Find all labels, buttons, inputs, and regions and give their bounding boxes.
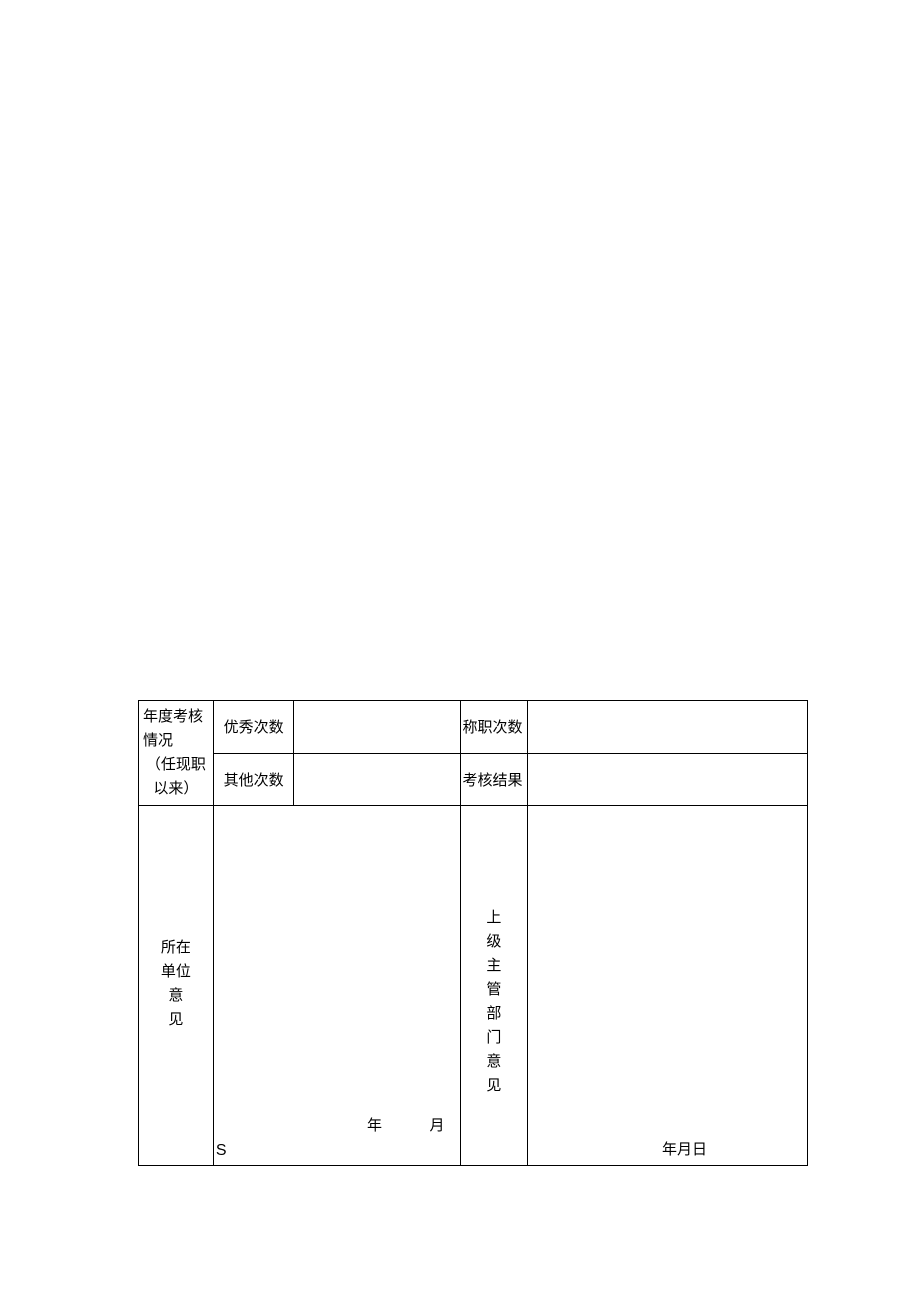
superior-char-4: 管 bbox=[461, 978, 528, 1002]
unit-opinion-content: 年 月 S bbox=[213, 806, 460, 1166]
review-result-value bbox=[528, 753, 808, 806]
header-line2: （任现职以来） bbox=[143, 753, 209, 801]
annual-review-header: 年度考核情况 （任现职以来） bbox=[139, 701, 214, 806]
competent-count-label: 称职次数 bbox=[460, 701, 528, 754]
other-count-value bbox=[294, 753, 460, 806]
competent-count-value bbox=[528, 701, 808, 754]
header-line1: 年度考核情况 bbox=[143, 705, 209, 753]
superior-char-8: 见 bbox=[461, 1074, 528, 1098]
superior-char-1: 上 bbox=[461, 906, 528, 930]
unit-date-line: 年 月 bbox=[367, 1114, 445, 1135]
superior-char-5: 部 bbox=[461, 1002, 528, 1026]
form-table: 年度考核情况 （任现职以来） 优秀次数 称职次数 其他次数 考核结果 所在 单位… bbox=[138, 700, 808, 1166]
excellent-count-label: 优秀次数 bbox=[213, 701, 294, 754]
unit-year-label: 年 bbox=[367, 1118, 382, 1134]
review-result-label: 考核结果 bbox=[460, 753, 528, 806]
form-table-container: 年度考核情况 （任现职以来） 优秀次数 称职次数 其他次数 考核结果 所在 单位… bbox=[138, 700, 808, 1166]
s-marker: S bbox=[216, 1142, 227, 1160]
superior-date-line: 年月日 bbox=[662, 1138, 707, 1159]
table-row-1: 年度考核情况 （任现职以来） 优秀次数 称职次数 bbox=[139, 701, 808, 754]
unit-opinion-header: 所在 单位 意 见 bbox=[139, 806, 214, 1166]
superior-char-2: 级 bbox=[461, 930, 528, 954]
table-row-3: 所在 单位 意 见 年 月 S 上 级 主 管 bbox=[139, 806, 808, 1166]
superior-opinion-content: 年月日 bbox=[528, 806, 808, 1166]
excellent-count-value bbox=[294, 701, 460, 754]
unit-opinion-char-1: 所在 bbox=[139, 936, 213, 960]
unit-opinion-char-3: 意 bbox=[139, 984, 213, 1008]
unit-opinion-char-4: 见 bbox=[139, 1008, 213, 1032]
unit-month-label: 月 bbox=[430, 1118, 445, 1134]
unit-opinion-char-2: 单位 bbox=[139, 960, 213, 984]
superior-char-6: 门 bbox=[461, 1026, 528, 1050]
table-row-2: 其他次数 考核结果 bbox=[139, 753, 808, 806]
other-count-label: 其他次数 bbox=[213, 753, 294, 806]
superior-opinion-header: 上 级 主 管 部 门 意 见 bbox=[460, 806, 528, 1166]
superior-char-3: 主 bbox=[461, 954, 528, 978]
superior-char-7: 意 bbox=[461, 1050, 528, 1074]
